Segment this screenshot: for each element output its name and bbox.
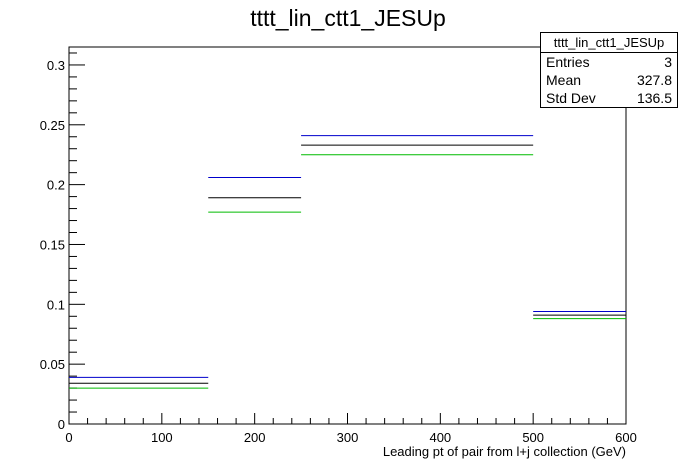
mean-value: 327.8: [636, 72, 672, 88]
x-tick-label: 300: [337, 430, 359, 445]
stddev-value: 136.5: [636, 90, 672, 106]
stats-box: tttt_lin_ctt1_JESUp Entries 3 Mean 327.8…: [540, 32, 678, 108]
x-tick-label: 100: [151, 430, 173, 445]
x-tick-label: 200: [244, 430, 266, 445]
y-tick-label: 0.1: [47, 297, 65, 312]
stats-row-mean: Mean 327.8: [541, 71, 677, 89]
x-tick-label: 0: [65, 430, 72, 445]
stddev-label: Std Dev: [546, 90, 596, 106]
entries-value: 3: [664, 54, 672, 70]
stats-title: tttt_lin_ctt1_JESUp: [541, 33, 677, 53]
x-tick-label: 500: [522, 430, 544, 445]
mean-label: Mean: [546, 72, 582, 88]
entries-label: Entries: [546, 54, 590, 70]
x-tick-label: 400: [429, 430, 451, 445]
x-axis-label: Leading pt of pair from l+j collection (…: [383, 444, 626, 459]
chart-title: tttt_lin_ctt1_JESUp: [250, 5, 446, 31]
x-tick-label: 600: [615, 430, 637, 445]
y-tick-label: 0.3: [47, 58, 65, 73]
y-tick-label: 0.2: [47, 178, 65, 193]
stats-row-entries: Entries 3: [541, 53, 677, 71]
y-tick-label: 0.15: [40, 237, 65, 252]
y-tick-label: 0: [58, 417, 65, 432]
stats-row-stddev: Std Dev 136.5: [541, 89, 677, 107]
y-tick-label: 0.05: [40, 357, 65, 372]
y-tick-label: 0.25: [40, 118, 65, 133]
